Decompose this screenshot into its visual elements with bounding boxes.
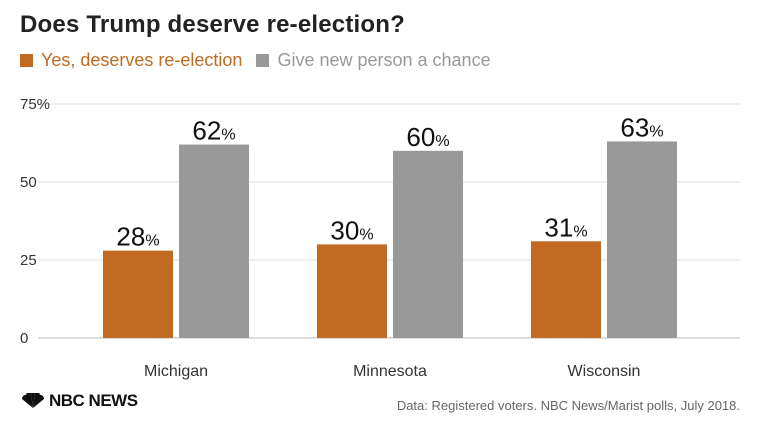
data-label-value: 31 bbox=[544, 212, 573, 242]
nbc-news-wordmark: NBC NEWS bbox=[49, 391, 138, 410]
chart-title: Does Trump deserve re-election? bbox=[20, 11, 405, 38]
x-category-label: Minnesota bbox=[353, 363, 427, 380]
legend-item-new-person: Give new person a chance bbox=[256, 50, 491, 71]
y-tick-label: 25 bbox=[20, 252, 37, 269]
source-note: Data: Registered voters. NBC News/Marist… bbox=[396, 398, 740, 413]
data-label: 62% bbox=[192, 116, 235, 146]
legend-item-yes: Yes, deserves re-election bbox=[20, 50, 242, 71]
data-label: 60% bbox=[406, 122, 449, 152]
data-label: 63% bbox=[620, 112, 663, 142]
data-label-unit: % bbox=[359, 226, 373, 243]
data-label-unit: % bbox=[573, 223, 587, 240]
legend-swatch-yes bbox=[20, 54, 33, 67]
data-label-value: 28 bbox=[116, 222, 145, 252]
bar bbox=[607, 141, 677, 338]
legend-label-yes: Yes, deserves re-election bbox=[41, 50, 243, 70]
data-label: 28% bbox=[116, 222, 159, 252]
legend-swatch-new-person bbox=[256, 54, 270, 67]
bar bbox=[393, 150, 463, 338]
nbc-news-logo: NBC NEWS bbox=[20, 391, 138, 411]
data-label-unit: % bbox=[145, 233, 159, 250]
data-label-value: 60 bbox=[406, 122, 435, 152]
y-tick-label: 50 bbox=[20, 174, 37, 191]
data-label: 30% bbox=[330, 215, 373, 245]
bar bbox=[103, 250, 173, 338]
y-tick-label: 75% bbox=[20, 96, 50, 113]
legend-label-new-person: Give new person a chance bbox=[277, 50, 491, 70]
data-label-unit: % bbox=[221, 127, 235, 144]
y-tick-label: 0 bbox=[20, 330, 28, 347]
data-label-unit: % bbox=[435, 133, 449, 150]
data-label-value: 62 bbox=[192, 116, 221, 146]
data-label-unit: % bbox=[649, 123, 663, 140]
x-category-label: Michigan bbox=[144, 363, 208, 380]
bar bbox=[179, 144, 249, 338]
data-label-value: 63 bbox=[620, 112, 649, 142]
bar bbox=[531, 241, 601, 338]
x-category-label: Wisconsin bbox=[568, 363, 641, 380]
data-label: 31% bbox=[544, 212, 587, 242]
bar bbox=[317, 244, 387, 338]
nbc-peacock-icon bbox=[21, 393, 45, 408]
legend: Yes, deserves re-election Give new perso… bbox=[20, 50, 505, 71]
data-label-value: 30 bbox=[330, 215, 359, 245]
